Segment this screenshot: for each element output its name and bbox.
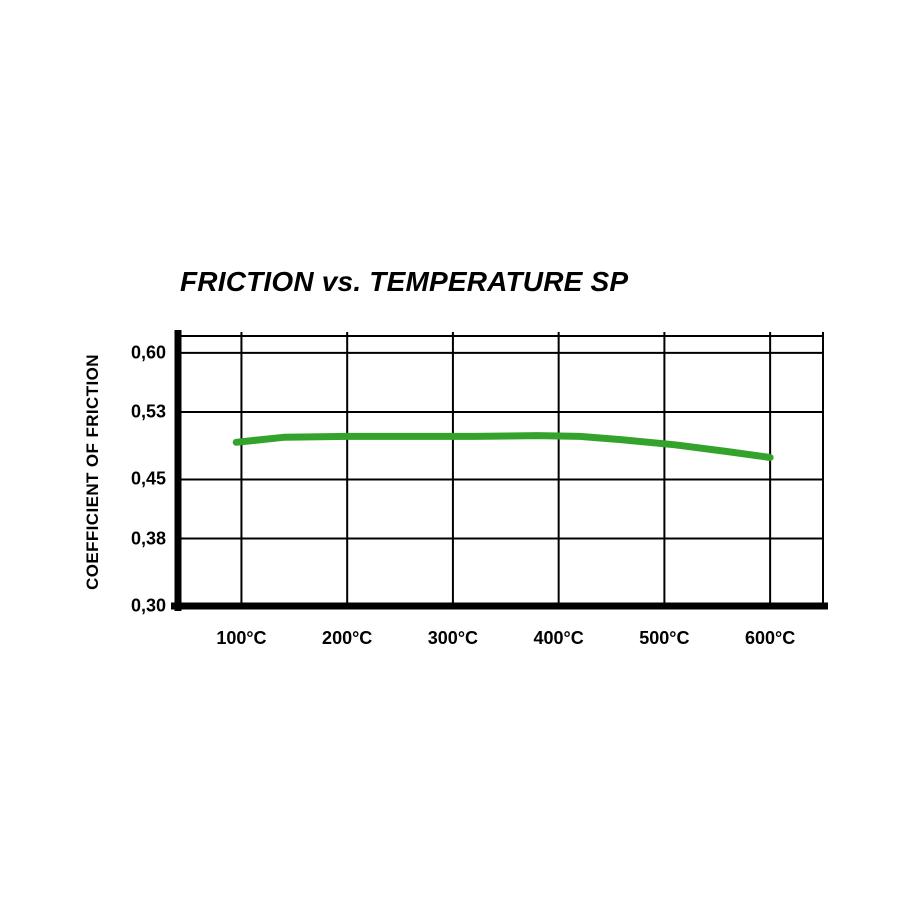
x-tick-label: 400°C	[533, 628, 584, 648]
x-tick-label: 300°C	[427, 628, 479, 648]
x-tick-label: 500°C	[639, 628, 690, 648]
y-tick-label: 0,38	[130, 528, 166, 548]
y-tick-label: 0,45	[130, 468, 166, 489]
x-tick-label: 100°C	[216, 628, 267, 648]
chart-title: FRICTION vs. TEMPERATURE SP	[180, 266, 629, 297]
x-tick-label: 200°C	[322, 628, 373, 648]
friction-curve	[232, 432, 774, 461]
x-tick-label: 600°C	[745, 628, 796, 648]
y-tick-label: 0,30	[130, 595, 166, 616]
y-tick-label: 0,60	[130, 342, 166, 363]
y-tick-label: 0,53	[130, 401, 166, 422]
